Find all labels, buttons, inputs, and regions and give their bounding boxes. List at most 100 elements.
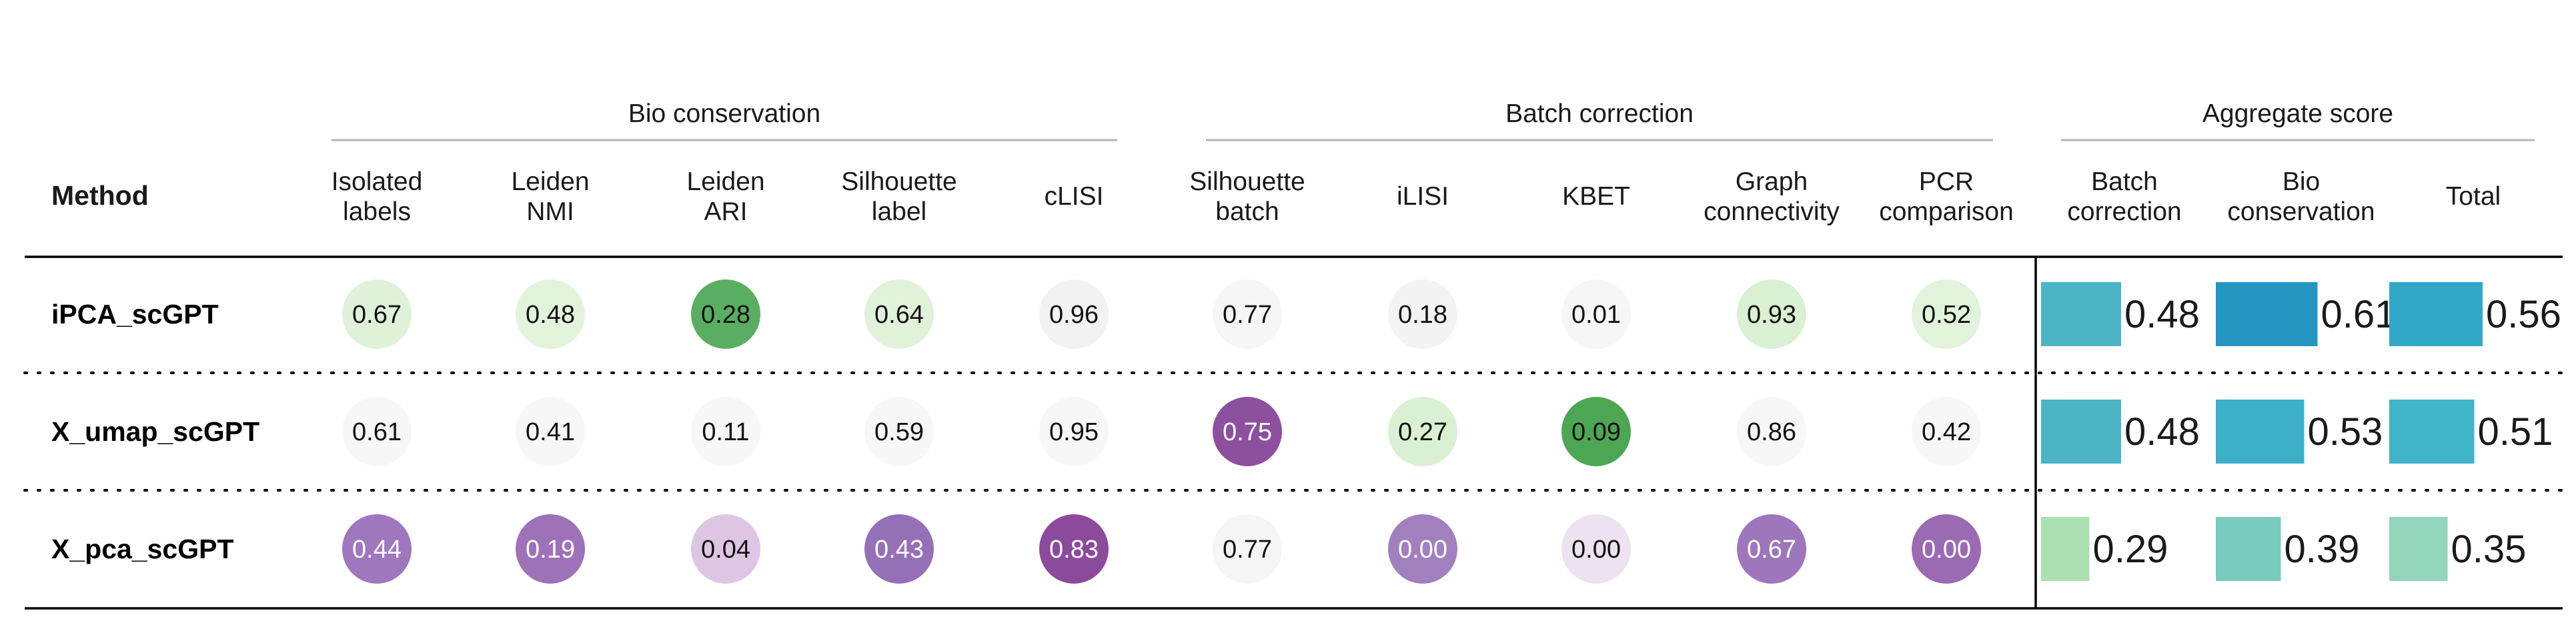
- aggregate-score-value: 0.39: [2285, 528, 2360, 571]
- column-header-isolated-labels-line2: labels: [343, 197, 411, 226]
- score-value: 0.00: [1398, 536, 1447, 564]
- score-circle: [1039, 279, 1109, 349]
- column-header-batch-correction-line2: correction: [2067, 197, 2181, 226]
- score-value: 0.64: [874, 301, 924, 329]
- score-circle: [1213, 397, 1282, 466]
- score-value: 0.09: [1571, 418, 1621, 446]
- score-value: 0.00: [1922, 536, 1971, 564]
- score-value: 0.96: [1049, 301, 1099, 329]
- group-title-batch-correction: Batch correction: [1505, 99, 1694, 128]
- score-circle: [1912, 279, 1981, 349]
- aggregate-score-value: 0.48: [2124, 293, 2200, 336]
- score-circle: [691, 514, 760, 584]
- score-value: 0.27: [1398, 418, 1447, 446]
- score-circle: [1737, 397, 1806, 466]
- aggregate-score-value: 0.61: [2321, 293, 2397, 336]
- score-value: 0.86: [1747, 418, 1796, 446]
- score-circle: [516, 514, 585, 584]
- group-title-aggregate-score: Aggregate score: [2202, 99, 2393, 128]
- column-header-ilisi: iLISI: [1397, 182, 1449, 211]
- score-circle: [1912, 514, 1981, 584]
- score-circle: [516, 279, 585, 349]
- column-header-clisi: cLISI: [1045, 182, 1104, 211]
- column-header-leiden-nmi-line1: Leiden: [511, 167, 589, 196]
- method-name: iPCA_scGPT: [51, 299, 219, 330]
- score-circle: [1213, 514, 1282, 584]
- column-header-silhouette-batch-line1: Silhouette: [1189, 167, 1305, 196]
- score-value: 0.95: [1049, 418, 1099, 446]
- column-header-silhouette-label-line1: Silhouette: [841, 167, 956, 196]
- method-name: X_umap_scGPT: [51, 416, 259, 447]
- score-circle: [691, 279, 760, 349]
- aggregate-score-bar: [2389, 517, 2448, 581]
- score-value: 0.01: [1571, 301, 1621, 329]
- score-value: 0.77: [1223, 536, 1272, 564]
- score-value: 0.43: [874, 536, 924, 564]
- column-header-graph-connectivity-line1: Graph: [1736, 167, 1808, 196]
- score-value: 0.04: [701, 536, 750, 564]
- score-value: 0.41: [526, 418, 575, 446]
- score-circle: [1737, 514, 1806, 584]
- score-circle: [1039, 514, 1109, 584]
- aggregate-score-bar: [2041, 400, 2121, 464]
- score-circle: [1213, 279, 1282, 349]
- score-circle: [1561, 279, 1631, 349]
- score-value: 0.11: [702, 418, 749, 446]
- column-header-batch-correction-line1: Batch: [2091, 167, 2158, 196]
- column-header-leiden-nmi-line2: NMI: [526, 197, 574, 226]
- score-value: 0.00: [1571, 536, 1621, 564]
- column-header-bio-conservation-line2: conservation: [2227, 197, 2375, 226]
- column-header-bio-conservation-line1: Bio: [2283, 167, 2320, 196]
- score-value: 0.75: [1223, 418, 1272, 446]
- score-value: 0.59: [874, 418, 924, 446]
- group-title-bio-conservation: Bio conservation: [628, 99, 820, 128]
- score-circle: [1388, 279, 1457, 349]
- column-header-total: Total: [2446, 182, 2501, 211]
- aggregate-score-value: 0.56: [2486, 293, 2561, 336]
- score-circle: [691, 397, 760, 466]
- score-value: 0.67: [352, 301, 402, 329]
- aggregate-score-bar: [2389, 400, 2475, 464]
- column-header-silhouette-batch-line2: batch: [1215, 197, 1279, 226]
- score-value: 0.28: [701, 301, 750, 329]
- column-header-leiden-ari-line1: Leiden: [686, 167, 764, 196]
- column-header-pcr-comparison-line1: PCR: [1919, 167, 1974, 196]
- score-circle: [864, 514, 934, 584]
- score-value: 0.93: [1747, 301, 1796, 329]
- score-circle: [864, 279, 934, 349]
- aggregate-score-bar: [2041, 282, 2121, 346]
- score-value: 0.18: [1398, 301, 1447, 329]
- column-header-leiden-ari-line2: ARI: [704, 197, 747, 226]
- score-circle: [1561, 514, 1631, 584]
- score-value: 0.19: [526, 536, 575, 564]
- score-circle: [1388, 397, 1457, 466]
- column-header-graph-connectivity-line2: connectivity: [1704, 197, 1840, 226]
- aggregate-score-bar: [2216, 400, 2305, 464]
- score-circle: [1039, 397, 1109, 466]
- method-column-header: Method: [51, 180, 149, 211]
- aggregate-score-value: 0.48: [2124, 410, 2200, 454]
- score-value: 0.48: [526, 301, 575, 329]
- score-value: 0.42: [1922, 418, 1971, 446]
- aggregate-score-bar: [2389, 282, 2483, 346]
- aggregate-score-value: 0.35: [2451, 528, 2527, 571]
- score-circle: [516, 397, 585, 466]
- score-circle: [1737, 279, 1806, 349]
- column-header-isolated-labels-line1: Isolated: [332, 167, 423, 196]
- method-name: X_pca_scGPT: [51, 534, 234, 564]
- score-circle: [1388, 514, 1457, 584]
- score-value: 0.77: [1223, 301, 1272, 329]
- aggregate-score-value: 0.29: [2093, 528, 2168, 571]
- score-circle: [1561, 397, 1631, 466]
- aggregate-score-value: 0.51: [2478, 410, 2553, 454]
- aggregate-score-bar: [2216, 282, 2318, 346]
- column-header-pcr-comparison-line2: comparison: [1879, 197, 2014, 226]
- score-value: 0.61: [352, 418, 402, 446]
- score-value: 0.83: [1049, 536, 1099, 564]
- column-header-silhouette-label-line2: label: [872, 197, 926, 226]
- score-circle: [864, 397, 934, 466]
- aggregate-score-bar: [2041, 517, 2090, 581]
- score-circle: [342, 397, 412, 466]
- score-value: 0.44: [352, 536, 402, 564]
